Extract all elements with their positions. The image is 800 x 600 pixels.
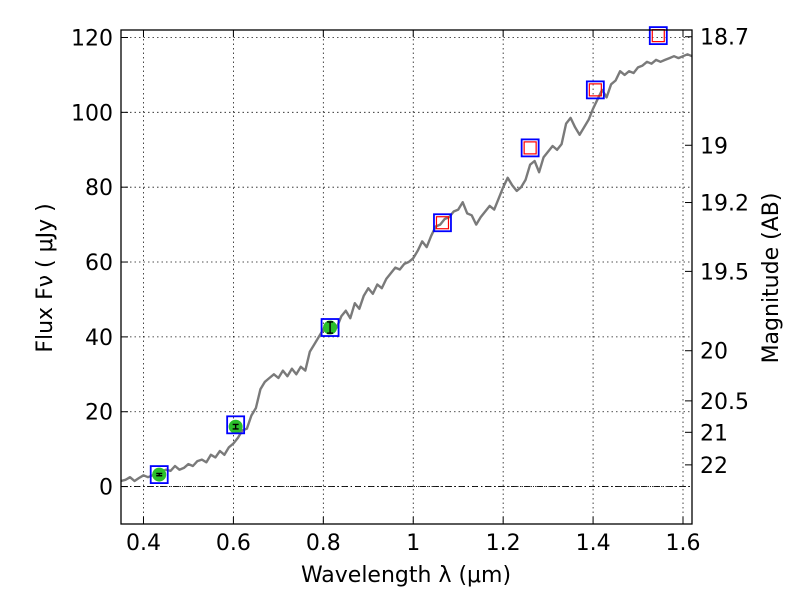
mag-tick-label: 20.5 xyxy=(700,390,749,415)
y-tick-label: 80 xyxy=(85,176,113,201)
predicted-flux-square xyxy=(435,216,450,230)
y-tick-label: 40 xyxy=(85,326,113,351)
mag-tick-label: 18.7 xyxy=(700,26,749,51)
x-tick-label: 1.6 xyxy=(666,531,701,556)
mag-tick-label: 20 xyxy=(700,340,728,365)
x-tick-label: 0.8 xyxy=(306,531,341,556)
model-flux-square xyxy=(226,415,246,435)
x-tick-label: 0.4 xyxy=(126,531,161,556)
x-tick-label: 1.2 xyxy=(486,531,521,556)
spectrum-line xyxy=(120,53,693,483)
mag-tick-label: 21 xyxy=(700,421,728,446)
y-axis-label: Flux Fν ( μJy ) xyxy=(33,203,58,352)
y2-axis-label: Magnitude (AB) xyxy=(759,193,784,364)
x-tick-label: 0.6 xyxy=(216,531,251,556)
mag-tick-label: 19 xyxy=(700,134,728,159)
predicted-flux-square xyxy=(523,141,537,155)
model-flux-square xyxy=(648,26,668,46)
spectrum-series xyxy=(120,53,693,483)
y-tick-label: 100 xyxy=(71,101,113,126)
mag-tick-label: 19.2 xyxy=(700,192,749,217)
model-flux-square xyxy=(585,80,605,100)
x-axis-label: Wavelength λ (μm) xyxy=(301,563,511,588)
model-flux-square xyxy=(433,213,452,233)
axis-ticks: 0.4 0.6 0.8 1 1.2 1.4 1.6 0 20 40 60 80 100 120 18.7 19… xyxy=(71,26,749,556)
mag-tick-label: 19.5 xyxy=(700,260,749,285)
model-flux-square xyxy=(149,465,169,485)
plot-frame xyxy=(120,29,693,525)
y-tick-label: 120 xyxy=(71,26,113,51)
y-tick-label: 0 xyxy=(99,476,113,501)
x-tick-label: 1.4 xyxy=(576,531,611,556)
x-tick-label: 1 xyxy=(406,531,420,556)
model-flux-square xyxy=(320,318,340,337)
mag-tick-label: 22 xyxy=(700,454,728,479)
model-flux-square xyxy=(520,138,540,158)
predicted-flux-square xyxy=(588,83,602,97)
y-tick-label: 60 xyxy=(85,251,113,276)
photometry-markers xyxy=(149,26,668,485)
y-tick-label: 20 xyxy=(85,401,113,426)
